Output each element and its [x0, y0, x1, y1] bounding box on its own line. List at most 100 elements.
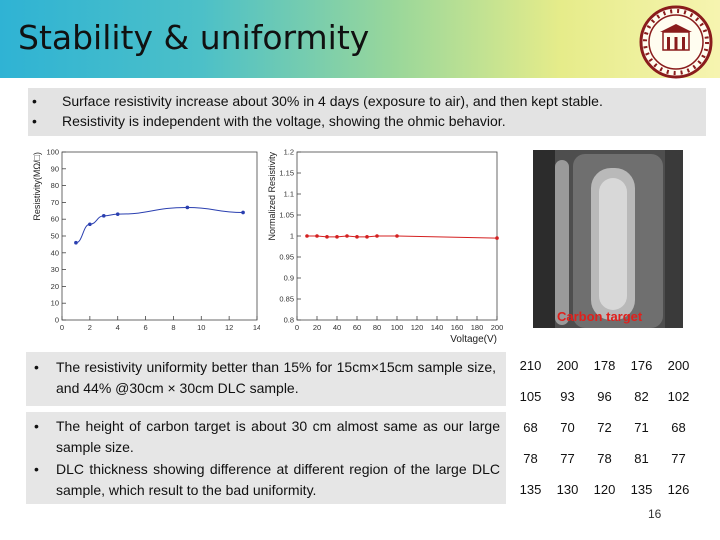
table-cell: 130	[556, 482, 579, 497]
y-tick-label: 30	[51, 265, 59, 274]
data-point	[88, 222, 92, 227]
table-row: 78 77 78 81 77	[512, 443, 697, 474]
x-tick-label: 80	[373, 323, 381, 332]
table-cell: 68	[671, 420, 686, 435]
table-cell: 126	[667, 482, 690, 497]
x-tick-label: 0	[295, 323, 299, 332]
y-tick-label: 80	[51, 181, 59, 190]
dlc-thickness-bullet: • DLC thickness showing difference at di…	[34, 461, 500, 498]
y-axis-label: Normalized Resistivity	[267, 152, 277, 241]
data-point	[185, 205, 190, 210]
x-tick-label: 10	[197, 323, 205, 332]
table-cell: 96	[597, 389, 612, 404]
y-tick-label: 0.8	[284, 316, 294, 325]
x-tick-label: 200	[491, 323, 504, 332]
table-cell: 135	[519, 482, 542, 497]
data-point	[74, 240, 78, 245]
x-tick-label: 12	[225, 323, 233, 332]
table-cell: 178	[593, 358, 616, 373]
x-tick-label: 120	[411, 323, 424, 332]
table-cell: 105	[519, 389, 542, 404]
table-cell: 176	[630, 358, 653, 373]
table-cell: 81	[634, 451, 649, 466]
table-cell: 70	[560, 420, 575, 435]
top-bullet-panel: • Surface resistivity increase about 30%…	[28, 88, 706, 136]
data-point	[335, 235, 339, 239]
plot-frame	[61, 151, 258, 321]
uniformity-bullet: • The resistivity uniformity better than…	[34, 359, 496, 396]
carbon-target-label: Carbon target	[557, 309, 643, 324]
data-point	[315, 234, 319, 238]
table-row: 68 70 72 71 68	[512, 412, 697, 443]
table-cell: 120	[593, 482, 616, 497]
data-point	[101, 214, 106, 218]
table-cell: 93	[560, 389, 575, 404]
x-tick-label: 0	[60, 323, 64, 332]
data-point	[325, 235, 329, 239]
x-tick-label: 100	[391, 323, 404, 332]
university-seal-icon	[639, 5, 713, 79]
normalized-resistivity-vs-voltage-chart: 0 20 40 60 80 100 120 140 160 180 200 0.8 0.85 0.9 0.9…	[267, 148, 504, 345]
y-tick-label: 1.15	[279, 169, 294, 178]
carbon-target-panel: • The height of carbon target is about 3…	[26, 412, 506, 504]
table-cell: 72	[597, 420, 612, 435]
table-row: 135 130 120 135 126	[512, 474, 697, 505]
x-tick-label: 140	[431, 323, 444, 332]
page-number: 16	[648, 507, 662, 521]
table-cell: 210	[519, 358, 542, 373]
x-axis-label: Voltage(V)	[450, 334, 497, 344]
series-line	[307, 235, 498, 239]
x-tick-label: 20	[313, 323, 321, 332]
x-tick-label: 40	[333, 323, 341, 332]
y-tick-label: 10	[51, 299, 59, 308]
uniformity-panel: • The resistivity uniformity better than…	[26, 352, 506, 406]
y-tick-label: 50	[51, 232, 59, 241]
x-tick-label: 4	[116, 323, 120, 332]
table-cell: 78	[523, 451, 538, 466]
carbon-target-photo	[533, 150, 683, 328]
y-tick-label: 0.85	[279, 295, 294, 304]
y-tick-label: 1	[290, 232, 294, 241]
y-axis-label: Resistivity(MΩ/□)	[32, 152, 42, 221]
x-tick-label: 8	[171, 323, 175, 332]
table-cell: 82	[634, 389, 649, 404]
data-point	[375, 234, 379, 238]
carbon-target-bullet: • The height of carbon target is about 3…	[34, 418, 500, 455]
data-point	[495, 236, 499, 240]
data-point	[395, 234, 399, 238]
x-tick-label: 60	[353, 323, 361, 332]
uniformity-table: 210 200 178 176 200 105 93 96 82 102 68 70 72 71 68 78 7…	[512, 350, 697, 505]
x-tick-label: 160	[451, 323, 464, 332]
y-tick-label: 1.1	[284, 190, 294, 199]
table-cell: 102	[667, 389, 690, 404]
x-tick-label: 180	[471, 323, 484, 332]
slide-title: Stability & uniformity	[18, 18, 370, 57]
x-tick-label: 2	[88, 323, 92, 332]
data-point	[355, 235, 359, 239]
y-tick-label: 60	[51, 215, 59, 224]
table-cell: 78	[597, 451, 612, 466]
table-cell: 68	[523, 420, 538, 435]
y-tick-label: 20	[51, 282, 59, 291]
y-tick-label: 0.95	[279, 253, 294, 262]
carbon-target-image	[533, 150, 683, 328]
table-row: 210 200 178 176 200	[512, 350, 697, 381]
table-cell: 135	[630, 482, 653, 497]
y-tick-label: 1.05	[279, 211, 294, 220]
data-point	[345, 234, 349, 238]
table-cell: 200	[667, 358, 690, 373]
table-cell: 77	[560, 451, 575, 466]
data-point	[365, 235, 369, 239]
data-point	[115, 212, 120, 216]
data-point	[305, 234, 309, 238]
table-cell: 77	[671, 451, 686, 466]
x-tick-label: 6	[143, 323, 147, 332]
y-tick-label: 0	[55, 316, 59, 325]
y-tick-label: 90	[51, 164, 59, 173]
x-tick-label: 14	[253, 323, 260, 332]
resistivity-vs-days-chart: 024681012140102030405060708090100DaysRes…	[32, 148, 260, 333]
y-tick-label: 100	[46, 148, 59, 157]
y-tick-label: 40	[51, 248, 59, 257]
table-row: 105 93 96 82 102	[512, 381, 697, 412]
y-tick-label: 1.2	[284, 148, 294, 157]
